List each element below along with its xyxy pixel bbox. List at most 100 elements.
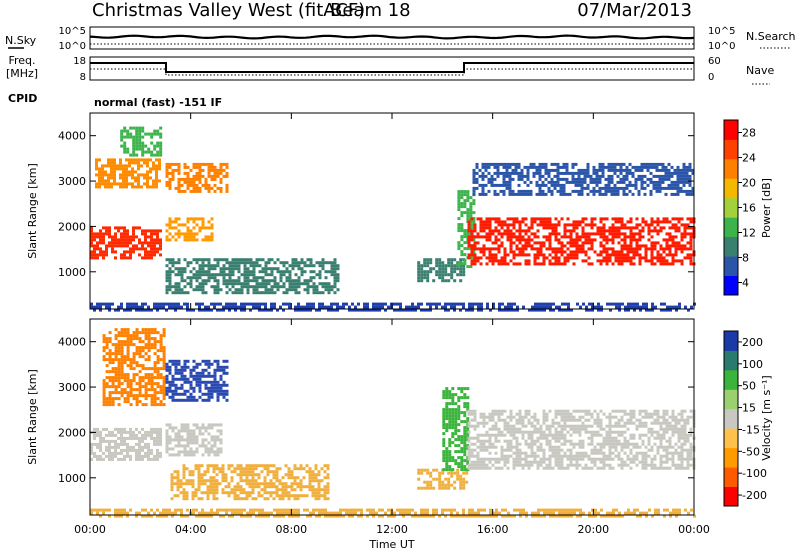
power-cell [220, 190, 223, 193]
power-cell [156, 142, 159, 145]
power-cell [498, 217, 501, 220]
velocity-cell [324, 491, 327, 494]
velocity-cell [417, 478, 420, 481]
power-cell [627, 220, 630, 223]
velocity-cell [205, 384, 208, 387]
power-cell [488, 178, 491, 181]
power-cell [114, 250, 117, 253]
power-cell [253, 285, 256, 288]
power-cell [599, 187, 602, 190]
power-cell [265, 285, 268, 288]
power-cell [632, 193, 635, 196]
velocity-cell [156, 449, 159, 452]
power-colorbar-tick-label: 12 [742, 227, 756, 240]
power-cell [469, 205, 472, 208]
power-cell [93, 256, 96, 259]
velocity-cell [127, 400, 130, 403]
power-cell [175, 291, 178, 294]
velocity-cell [279, 467, 282, 470]
power-cell [399, 303, 402, 306]
power-cell [557, 184, 560, 187]
power-cell [512, 178, 515, 181]
power-cell [111, 250, 114, 253]
velocity-cell [117, 431, 120, 434]
power-cell [662, 187, 665, 190]
power-cell [627, 256, 630, 259]
power-cell [591, 262, 594, 265]
power-cell [122, 182, 125, 185]
power-cell [450, 273, 453, 276]
velocity-cell [492, 443, 495, 446]
power-cell [96, 247, 99, 250]
power-cell [660, 253, 663, 256]
power-cell [558, 256, 561, 259]
velocity-cell [483, 449, 486, 452]
power-cell [208, 163, 211, 166]
power-cell [492, 247, 495, 250]
power-cell [98, 176, 101, 179]
power-cell [537, 241, 540, 244]
power-cell [271, 273, 274, 276]
power-cell [512, 193, 515, 196]
power-cell [466, 265, 469, 268]
power-cell [199, 229, 202, 232]
power-cell [277, 270, 280, 273]
power-cell [594, 217, 597, 220]
velocity-cell [154, 346, 157, 349]
power-cell [453, 270, 456, 273]
velocity-cell [495, 461, 498, 464]
power-cell [555, 262, 558, 265]
power-cell [506, 172, 509, 175]
power-cell [135, 154, 138, 157]
power-cell [585, 232, 588, 235]
power-cell [474, 235, 477, 238]
velocity-cell [561, 455, 564, 458]
power-cell [617, 190, 620, 193]
velocity-cell [555, 446, 558, 449]
velocity-cell [240, 497, 243, 500]
power-cell [201, 303, 204, 306]
power-cell [546, 220, 549, 223]
velocity-cell [249, 473, 252, 476]
power-cell [513, 262, 516, 265]
power-cell [471, 217, 474, 220]
power-cell [665, 172, 668, 175]
power-cell [141, 247, 144, 250]
power-cell [450, 264, 453, 267]
power-cell [545, 163, 548, 166]
velocity-cell [220, 447, 223, 450]
power-cell [482, 163, 485, 166]
power-cell [530, 181, 533, 184]
power-cell [169, 238, 172, 241]
power-cell [172, 235, 175, 238]
power-cell [265, 291, 268, 294]
power-cell [627, 226, 630, 229]
velocity-cell [189, 479, 192, 482]
velocity-cell [441, 487, 444, 490]
power-cell [120, 253, 123, 256]
velocity-cell [252, 479, 255, 482]
velocity-cell [540, 431, 543, 434]
velocity-cell [441, 484, 444, 487]
power-cell [633, 306, 636, 309]
power-cell [110, 170, 113, 173]
power-cell [447, 279, 450, 282]
velocity-cell [144, 431, 147, 434]
velocity-cell [555, 449, 558, 452]
velocity-cell [207, 470, 210, 473]
power-cell [690, 262, 693, 265]
velocity-cell [525, 458, 528, 461]
velocity-cell [504, 428, 507, 431]
velocity-cell [217, 396, 220, 399]
velocity-cell [108, 446, 111, 449]
velocity-cell [276, 476, 279, 479]
velocity-cell [184, 447, 187, 450]
velocity-cell [492, 425, 495, 428]
velocity-cell [531, 446, 534, 449]
power-cell [536, 181, 539, 184]
power-cell [501, 244, 504, 247]
power-cell [328, 288, 331, 291]
velocity-cell [549, 431, 552, 434]
power-cell [491, 163, 494, 166]
